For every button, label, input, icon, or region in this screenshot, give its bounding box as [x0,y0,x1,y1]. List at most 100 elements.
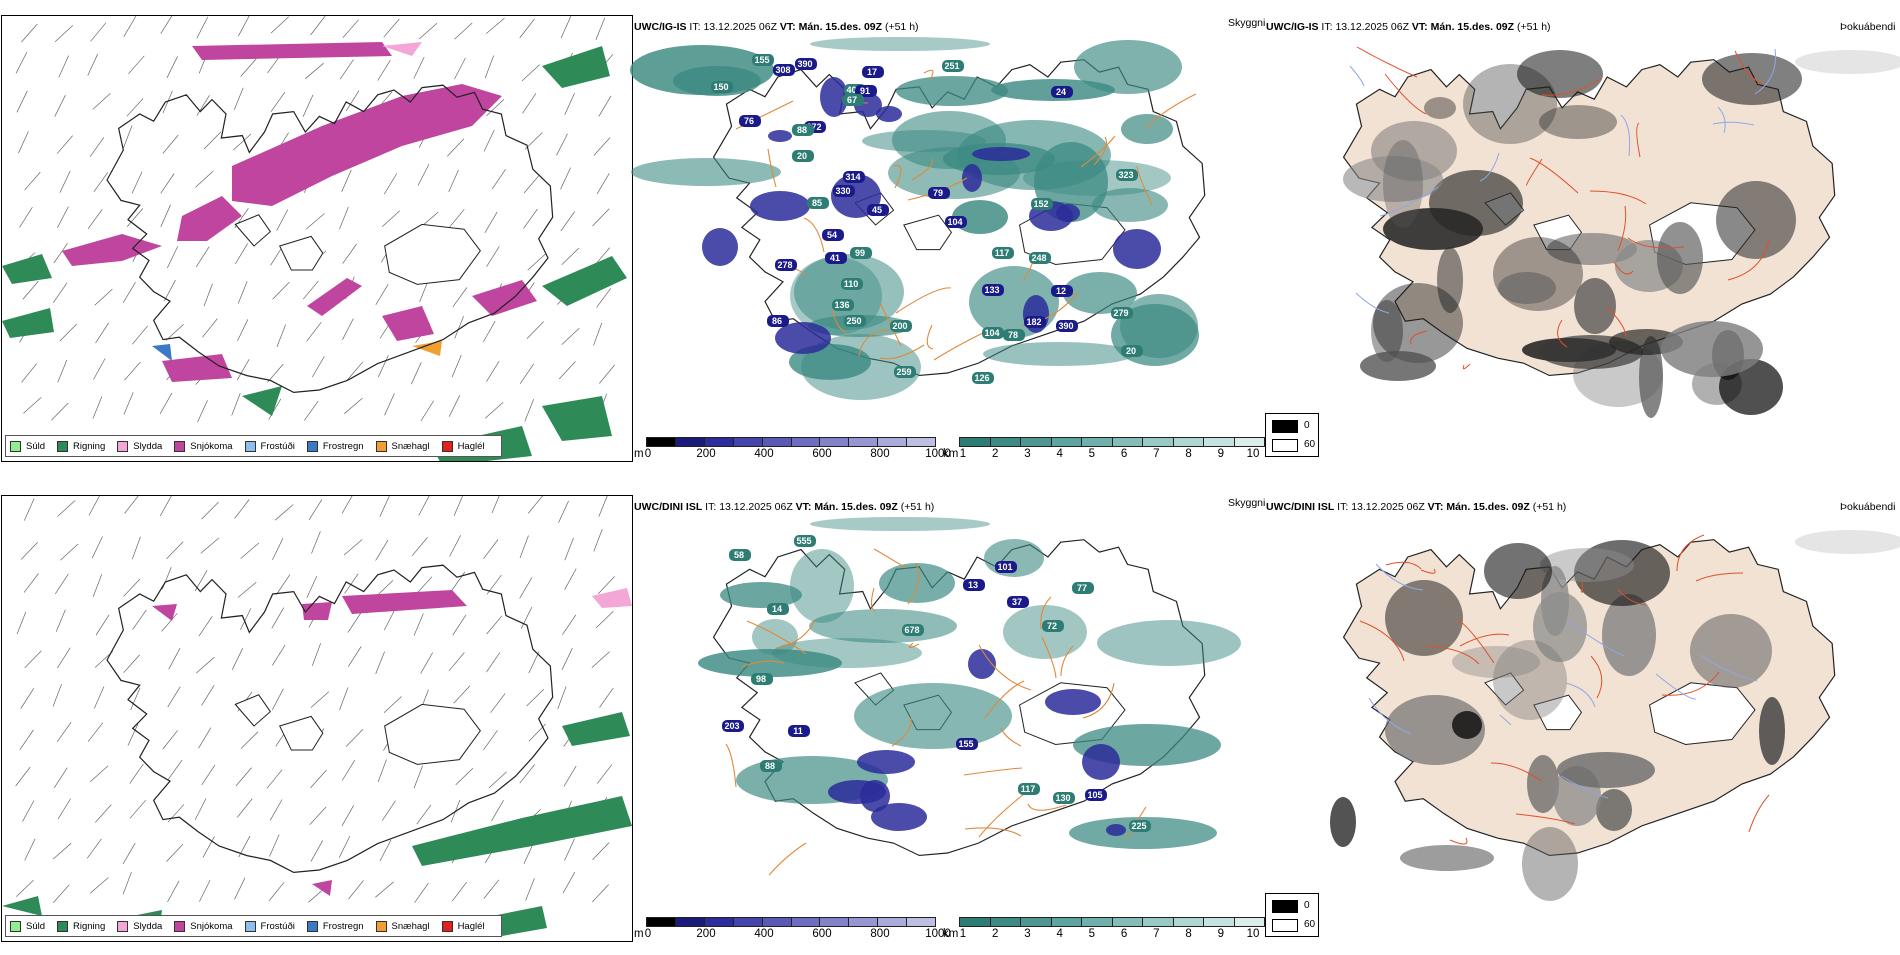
legend-label: Súld [26,920,46,932]
fog-scale-high-swatch [1272,439,1298,452]
summit-label: 105 [1087,790,1102,800]
legend-label: Rigning [73,440,106,452]
summit-label: 79 [933,188,943,198]
legend-item: Snæhagl [375,920,430,932]
cloud-map: 130 155 105 88 117 98 101 77 58 37 555 225 678 203 14 1… [698,517,1241,876]
visibility-tick: 3 [1024,448,1031,460]
fog-scale-low: 0 [1304,900,1310,911]
height-tick: 200 [696,928,716,940]
summit-label: 390 [1058,321,1073,331]
fog-panel-type: Þokuábendi [1840,21,1896,33]
legend-label: Frostregn [322,920,364,932]
visibility-tick: 7 [1153,928,1160,940]
legend-label: Súld [26,440,46,452]
summit-label: 41 [830,253,840,263]
visibility-tick: 4 [1056,448,1063,460]
legend-swatch [244,920,256,932]
summit-label: 37 [1012,597,1022,607]
visibility-tick: 1 [959,928,967,940]
summit-label: 20 [1126,346,1136,356]
visibility-colorbar: 1 2 3 4 5 6 7 8 9 10 km [943,437,1265,461]
height-tick: 600 [812,448,832,460]
summit-label: 136 [834,300,849,310]
legend-swatch [117,440,129,452]
legend-item: Rigning [57,920,105,932]
summit-label: 77 [1077,583,1087,593]
legend-swatch [10,440,21,452]
cloud-panel-title: UWC/DINI ISL IT: 13.12.2025 06Z VT: Mán.… [634,501,935,513]
legend-swatch [375,920,387,932]
legend-swatch [57,440,69,452]
legend-swatch [441,920,453,932]
visibility-tick: 5 [1088,928,1096,940]
fog-scale-high: 60 [1304,439,1316,450]
summit-label: 117 [995,248,1010,258]
legend-item: Súld [10,440,46,452]
summit-label: 17 [867,67,877,77]
visibility-tick: 10 [1246,448,1260,460]
summit-label: 278 [777,260,792,270]
visibility-colorbar: 1 2 3 4 5 6 7 8 9 10 km [943,917,1265,941]
legend-item: Haglél [441,920,485,932]
legend-label: Snjókoma [190,440,233,452]
summit-label: 279 [1113,308,1128,318]
visibility-tick: 2 [992,448,999,460]
legend-label: Slydda [133,920,163,932]
height-colorbar: 0 200 400 600 800 1000 m [634,437,951,461]
legend-swatch [10,920,21,932]
summit-label: 99 [855,248,865,258]
legend-label: Frostregn [322,440,364,452]
height-tick: 0 [644,928,652,940]
legend-swatch [375,440,387,452]
cloud-panel-type: Skyggni [1228,497,1266,509]
height-tick: 200 [696,448,716,460]
visibility-tick: 1 [959,448,967,460]
visibility-tick: 2 [992,928,999,940]
visibility-tick: 7 [1153,448,1160,460]
legend-item: Frostregn [306,920,364,932]
summit-label: 86 [772,316,782,326]
legend-item: Súld [10,920,46,932]
summit-label: 203 [724,721,739,731]
summit-label: 390 [797,59,812,69]
summit-label: 24 [1056,87,1066,97]
summit-label: 117 [1021,784,1036,794]
summit-label: 54 [827,230,837,240]
summit-label: 78 [1008,330,1018,340]
summit-label: 314 [845,172,860,182]
visibility-tick: 4 [1056,928,1063,940]
summit-label: 104 [947,217,962,227]
summit-label: 76 [744,116,754,126]
summit-label: 152 [1033,199,1048,209]
legend-swatch [441,440,453,452]
height-tick: 0 [644,448,652,460]
height-tick: 800 [870,928,890,940]
summit-label: 72 [1047,621,1057,631]
height-colorbar: 0 200 400 600 800 1000 m [634,917,951,941]
summit-label: 101 [997,562,1012,572]
legend-swatch [174,440,186,452]
summit-label: 13 [968,580,978,590]
summit-label: 11 [793,726,803,736]
visibility-tick: 3 [1024,928,1031,940]
fog-scale-box: 0 60 [1265,893,1319,937]
legend-label: Haglél [457,440,485,452]
legend-label: Snæhagl [391,440,430,452]
height-tick: 600 [812,928,832,940]
summit-label: 251 [944,61,959,71]
summit-label: 225 [1131,821,1146,831]
visibility-tick: 5 [1088,448,1096,460]
legend-swatch [306,920,318,932]
cloud-panel-type: Skyggni [1228,17,1266,29]
fog-map [1330,530,1900,901]
summit-label: 308 [775,65,790,75]
legend-item: Frostregn [306,440,364,452]
summit-label: 330 [835,186,850,196]
summit-label: 85 [812,198,822,208]
summit-label: 14 [772,604,782,614]
legend-item: Haglél [441,440,485,452]
forecast-row: UWC/IG-IS IT: 13.12.2025 06Z VT: Mán. 15… [0,0,1900,475]
fog-scale-box: 0 60 [1265,413,1319,457]
summit-label: 259 [896,367,911,377]
summit-label: 150 [713,82,728,92]
